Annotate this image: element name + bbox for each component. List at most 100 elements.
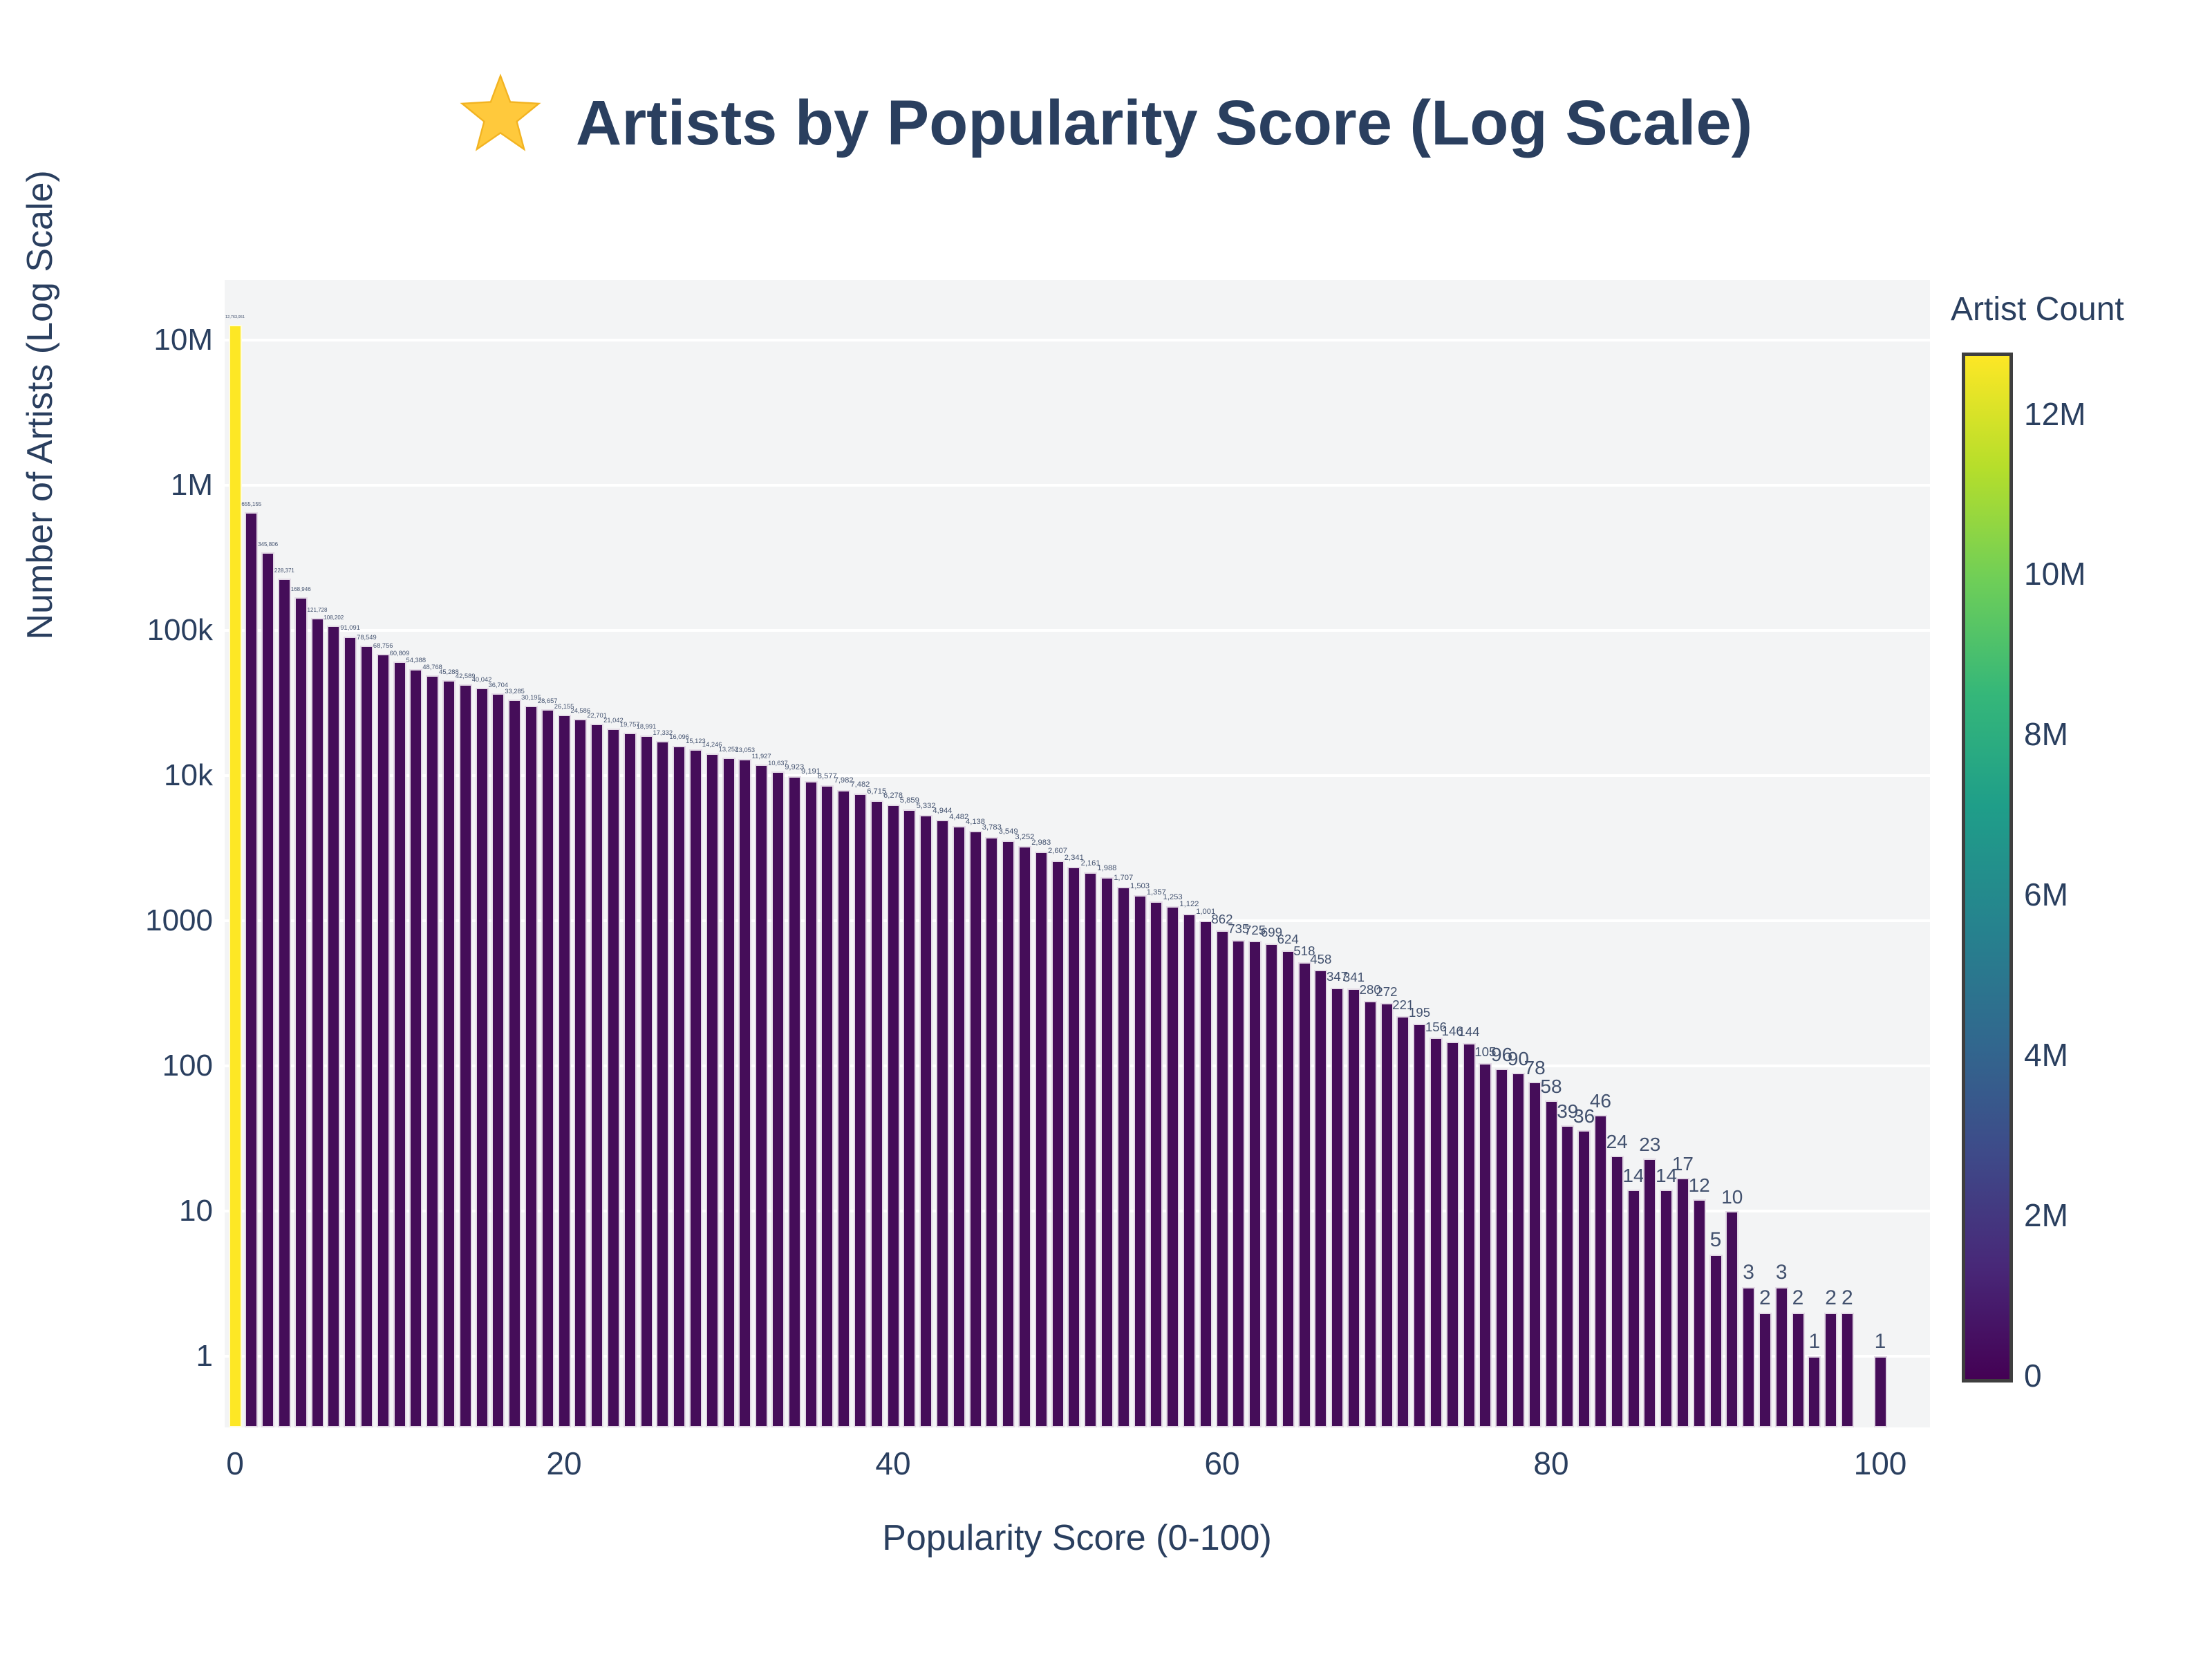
bar-score-28[interactable]: [688, 749, 702, 1427]
bar-score-45[interactable]: [968, 831, 982, 1427]
bar-score-54[interactable]: [1116, 887, 1130, 1427]
bar-score-91[interactable]: [1725, 1211, 1739, 1427]
bar-score-82[interactable]: [1577, 1130, 1591, 1427]
bar-score-59[interactable]: [1199, 920, 1212, 1427]
bar-score-43[interactable]: [935, 820, 949, 1427]
bar-score-57[interactable]: [1166, 906, 1180, 1427]
bar-score-72[interactable]: [1413, 1024, 1427, 1427]
bar-score-11[interactable]: [409, 668, 423, 1427]
bar-score-77[interactable]: [1495, 1068, 1509, 1427]
bar-score-0[interactable]: [228, 324, 242, 1427]
bar-score-76[interactable]: [1479, 1062, 1492, 1427]
bar-score-87[interactable]: [1660, 1190, 1674, 1427]
bar-score-46[interactable]: [985, 836, 999, 1427]
bar-score-86[interactable]: [1643, 1159, 1657, 1427]
bar-score-19[interactable]: [541, 709, 554, 1427]
bar-score-12[interactable]: [426, 675, 440, 1427]
bar-score-49[interactable]: [1034, 852, 1048, 1427]
bar-score-24[interactable]: [623, 732, 637, 1427]
bar-score-41[interactable]: [903, 809, 917, 1427]
bar-score-22[interactable]: [590, 724, 604, 1427]
bar-score-20[interactable]: [557, 715, 571, 1427]
bar-score-10[interactable]: [393, 662, 406, 1427]
bar-score-40[interactable]: [886, 805, 900, 1427]
bar-score-85[interactable]: [1627, 1190, 1640, 1427]
bar-score-62[interactable]: [1248, 941, 1262, 1427]
bar-score-60[interactable]: [1215, 930, 1229, 1427]
bar-score-21[interactable]: [574, 718, 588, 1427]
bar-score-56[interactable]: [1150, 901, 1163, 1427]
bar-score-66[interactable]: [1314, 970, 1328, 1427]
bar-score-52[interactable]: [1084, 872, 1098, 1427]
bar-score-48[interactable]: [1018, 846, 1031, 1427]
bar-score-51[interactable]: [1067, 867, 1081, 1427]
bar-score-8[interactable]: [359, 646, 373, 1427]
bar-score-79[interactable]: [1528, 1081, 1541, 1427]
bar-score-47[interactable]: [1002, 841, 1015, 1427]
bar-score-84[interactable]: [1610, 1156, 1624, 1427]
bar-score-7[interactable]: [344, 636, 357, 1427]
bar-score-83[interactable]: [1593, 1114, 1607, 1427]
bar-score-65[interactable]: [1297, 962, 1311, 1427]
bar-score-69[interactable]: [1363, 1001, 1377, 1427]
bar-score-95[interactable]: [1791, 1312, 1805, 1427]
bar-score-50[interactable]: [1051, 860, 1065, 1427]
bar-score-14[interactable]: [458, 684, 472, 1427]
bar-score-98[interactable]: [1840, 1312, 1854, 1427]
bar-score-4[interactable]: [294, 597, 308, 1427]
bar-score-70[interactable]: [1380, 1002, 1394, 1427]
bar-score-13[interactable]: [442, 680, 456, 1427]
bar-score-68[interactable]: [1347, 988, 1360, 1427]
bar-score-42[interactable]: [919, 815, 933, 1427]
bar-score-3[interactable]: [277, 578, 291, 1427]
bar-score-97[interactable]: [1824, 1312, 1838, 1427]
bar-score-73[interactable]: [1429, 1038, 1443, 1427]
bar-score-88[interactable]: [1676, 1177, 1689, 1427]
bar-score-63[interactable]: [1264, 943, 1278, 1427]
bar-score-25[interactable]: [639, 735, 653, 1427]
bar-score-16[interactable]: [491, 693, 505, 1427]
bar-score-1[interactable]: [245, 512, 259, 1427]
bar-score-92[interactable]: [1742, 1286, 1756, 1427]
bar-score-29[interactable]: [705, 753, 719, 1427]
bar-score-30[interactable]: [722, 758, 735, 1427]
bar-score-93[interactable]: [1758, 1312, 1772, 1427]
bar-score-27[interactable]: [673, 745, 686, 1427]
bar-score-78[interactable]: [1511, 1072, 1525, 1427]
bar-score-81[interactable]: [1561, 1125, 1575, 1427]
bar-score-53[interactable]: [1100, 877, 1114, 1427]
bar-score-31[interactable]: [738, 758, 752, 1427]
bar-score-35[interactable]: [804, 780, 818, 1427]
bar-score-17[interactable]: [508, 700, 522, 1427]
bar-score-33[interactable]: [771, 771, 785, 1427]
bar-score-90[interactable]: [1709, 1255, 1723, 1427]
bar-score-15[interactable]: [475, 688, 489, 1427]
bar-score-36[interactable]: [821, 785, 834, 1427]
bar-score-9[interactable]: [376, 654, 390, 1427]
bar-score-80[interactable]: [1544, 1100, 1558, 1427]
bar-score-96[interactable]: [1808, 1356, 1821, 1427]
bar-score-75[interactable]: [1462, 1042, 1476, 1427]
bar-score-44[interactable]: [952, 826, 966, 1427]
bar-score-58[interactable]: [1182, 913, 1196, 1427]
bar-score-5[interactable]: [310, 618, 324, 1427]
bar-score-23[interactable]: [606, 729, 620, 1427]
bar-score-67[interactable]: [1331, 987, 1344, 1427]
bar-score-71[interactable]: [1396, 1015, 1410, 1427]
bar-score-61[interactable]: [1232, 940, 1246, 1427]
bar-score-2[interactable]: [261, 552, 275, 1427]
bar-score-32[interactable]: [755, 764, 769, 1427]
bar-score-74[interactable]: [1445, 1042, 1459, 1427]
bar-score-37[interactable]: [837, 789, 851, 1427]
bar-score-34[interactable]: [787, 776, 801, 1427]
bar-score-100[interactable]: [1873, 1356, 1887, 1427]
bar-score-38[interactable]: [853, 794, 867, 1427]
bar-score-55[interactable]: [1133, 894, 1147, 1427]
bar-score-18[interactable]: [524, 706, 538, 1427]
bar-score-89[interactable]: [1692, 1199, 1706, 1427]
bar-score-26[interactable]: [656, 740, 670, 1427]
bar-score-6[interactable]: [327, 625, 341, 1427]
bar-score-64[interactable]: [1281, 950, 1295, 1427]
bar-score-39[interactable]: [870, 800, 883, 1427]
bar-score-94[interactable]: [1774, 1286, 1788, 1427]
